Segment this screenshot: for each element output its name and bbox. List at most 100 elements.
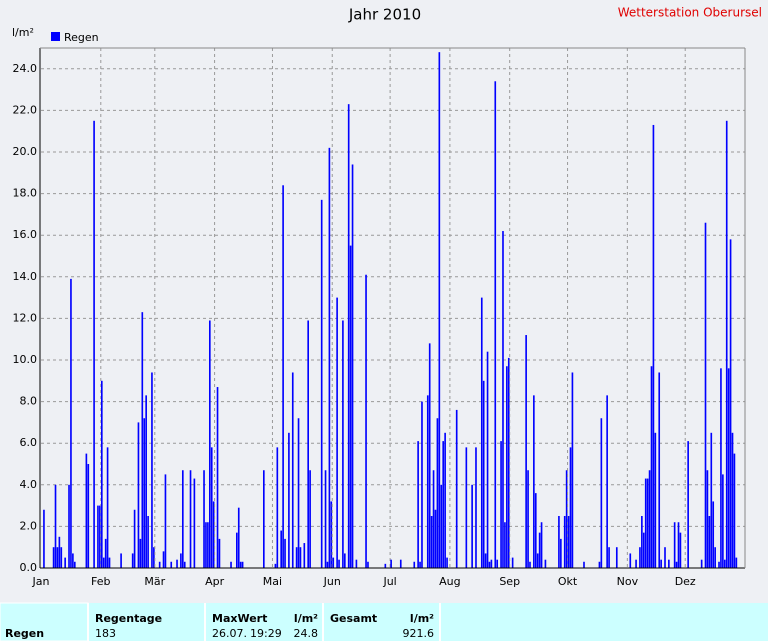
- x-tick-label: Nov: [617, 575, 639, 588]
- legend-swatch: [51, 32, 60, 41]
- bar: [650, 366, 653, 568]
- bar: [68, 484, 70, 568]
- bar: [106, 447, 109, 568]
- bar: [102, 557, 105, 568]
- bar: [540, 522, 543, 568]
- bar: [563, 516, 566, 568]
- bar: [58, 536, 61, 568]
- bar: [274, 563, 277, 568]
- bar: [652, 124, 655, 569]
- y-tick-label: 12.0: [13, 311, 38, 324]
- bar: [534, 493, 537, 568]
- y-tick-label: 18.0: [13, 187, 38, 200]
- bar: [430, 516, 433, 568]
- bar: [558, 516, 560, 568]
- bar: [205, 522, 207, 568]
- bar: [419, 561, 421, 568]
- bar: [64, 557, 66, 568]
- bar: [486, 351, 489, 568]
- bar: [70, 278, 72, 568]
- bar: [43, 509, 45, 568]
- y-tick-label: 16.0: [13, 228, 38, 241]
- bar: [384, 563, 387, 568]
- bar: [399, 559, 402, 568]
- bar: [606, 395, 608, 568]
- bar: [714, 547, 716, 568]
- bar: [218, 538, 221, 568]
- bar: [210, 447, 213, 568]
- bar: [679, 532, 682, 568]
- bar: [239, 561, 242, 568]
- bar: [342, 320, 344, 568]
- bar: [230, 561, 232, 568]
- bar: [444, 432, 446, 568]
- bar: [241, 561, 244, 568]
- bar: [560, 538, 562, 568]
- bar: [153, 547, 155, 568]
- bar: [490, 559, 493, 568]
- bar: [344, 553, 346, 568]
- bar: [600, 418, 603, 568]
- table-header: MaxWert: [212, 612, 267, 625]
- bar: [137, 422, 140, 568]
- bar: [237, 507, 240, 568]
- bar: [727, 368, 730, 568]
- bar: [511, 557, 514, 568]
- table-header: Gesamt: [330, 612, 377, 625]
- bar: [291, 372, 294, 568]
- bar: [413, 561, 416, 568]
- bar: [733, 453, 736, 568]
- x-tick-label: Apr: [205, 575, 225, 588]
- bar: [176, 559, 178, 568]
- x-tick-label: Mai: [263, 575, 282, 588]
- bar: [347, 104, 350, 568]
- bar: [729, 239, 732, 569]
- bar: [506, 366, 508, 568]
- bar: [527, 470, 529, 568]
- y-tick-label: 20.0: [13, 145, 38, 158]
- bar: [723, 559, 726, 568]
- bar: [324, 470, 327, 568]
- bar: [108, 557, 111, 568]
- bar: [687, 441, 689, 568]
- bar: [654, 432, 657, 568]
- table-cell: 26.07.: [212, 627, 247, 640]
- table-cell: 921.6: [403, 627, 435, 640]
- table-bg: [0, 603, 768, 641]
- bar: [494, 81, 497, 568]
- bar: [326, 561, 329, 568]
- x-tick-label: Okt: [558, 575, 578, 588]
- bar: [710, 432, 713, 568]
- bar: [708, 516, 711, 568]
- bar: [608, 547, 610, 568]
- bar: [309, 470, 311, 568]
- bar: [330, 501, 333, 568]
- bar: [544, 559, 547, 568]
- bar: [367, 561, 369, 568]
- bar: [538, 532, 541, 568]
- bar: [147, 516, 149, 568]
- bar: [639, 547, 641, 568]
- bar: [349, 245, 352, 568]
- source: Wetterstation Oberursel: [618, 6, 762, 20]
- bar: [332, 557, 335, 568]
- x-tick-label: Sep: [499, 575, 520, 588]
- bar: [507, 357, 510, 568]
- x-tick-label: Aug: [439, 575, 460, 588]
- bar: [203, 470, 205, 568]
- bar: [207, 522, 209, 568]
- bar: [664, 547, 666, 568]
- bar: [677, 522, 680, 568]
- bar: [263, 470, 265, 568]
- bar: [216, 387, 219, 568]
- bar: [284, 538, 286, 568]
- bar: [189, 470, 192, 568]
- bar: [183, 561, 186, 568]
- bar: [97, 505, 99, 568]
- bar: [100, 380, 103, 568]
- bar: [131, 553, 134, 568]
- bar: [145, 395, 147, 568]
- x-tick-label: Mär: [144, 575, 165, 588]
- bar: [706, 470, 709, 568]
